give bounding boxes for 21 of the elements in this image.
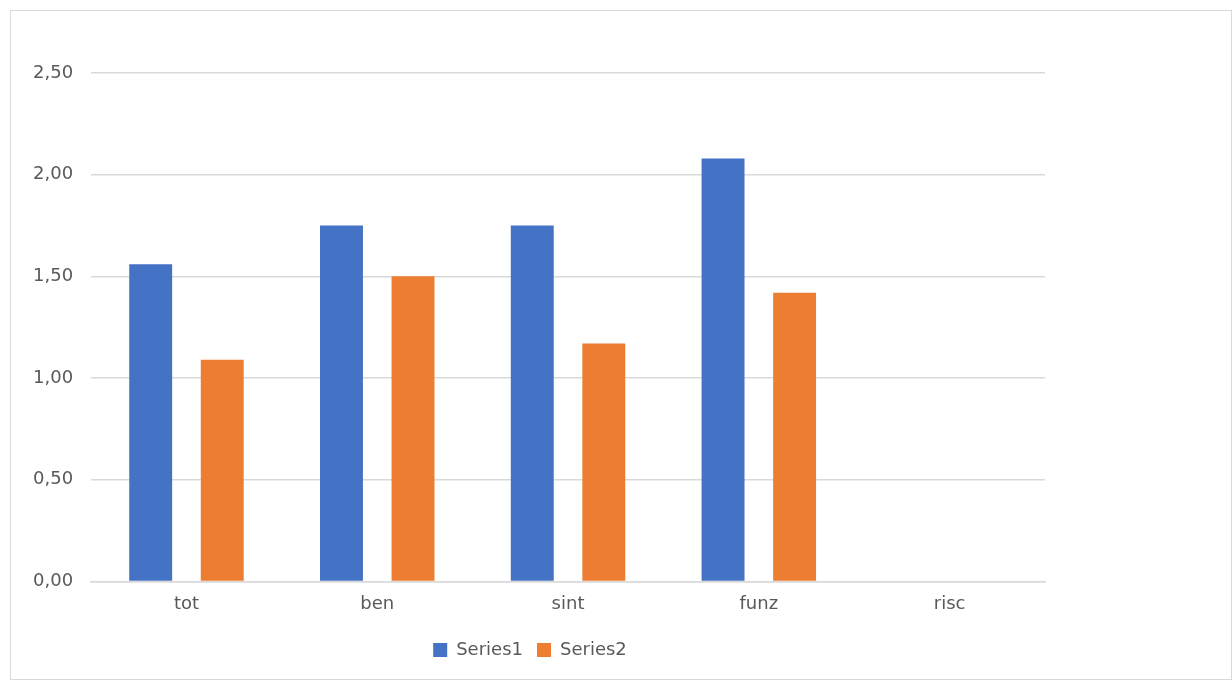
bar bbox=[129, 264, 173, 581]
x-tick-label: funz bbox=[739, 591, 779, 613]
y-tick-label: 1,50 bbox=[33, 264, 74, 286]
bar bbox=[200, 359, 244, 581]
x-tick-label: tot bbox=[173, 591, 200, 613]
x-tick-label: sint bbox=[551, 591, 585, 613]
legend-label: Series1 bbox=[456, 637, 524, 659]
y-tick-label: 0,50 bbox=[33, 467, 74, 489]
x-tick-label: risc bbox=[933, 591, 966, 613]
bar bbox=[510, 225, 554, 581]
bar bbox=[391, 276, 435, 581]
bar bbox=[582, 343, 626, 581]
legend-label: Series2 bbox=[560, 637, 627, 659]
bar bbox=[701, 158, 745, 581]
y-tick-label: 1,00 bbox=[33, 365, 74, 387]
bar bbox=[320, 225, 363, 581]
y-tick-label: 0,00 bbox=[33, 569, 74, 591]
bar bbox=[773, 292, 817, 581]
x-tick-label: ben bbox=[360, 591, 395, 613]
y-tick-label: 2,50 bbox=[33, 60, 74, 82]
y-tick-label: 2,00 bbox=[33, 162, 74, 184]
